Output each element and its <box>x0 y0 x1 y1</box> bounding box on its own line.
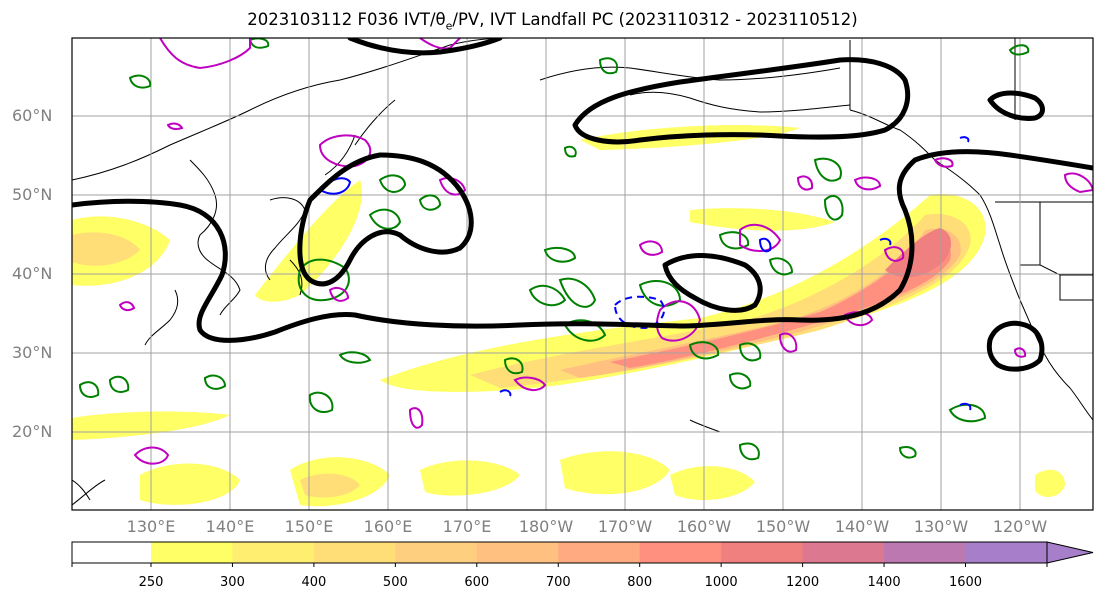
colorbar-segment <box>558 542 641 563</box>
gridlines <box>72 38 1093 510</box>
lon-label-170e: 170°E <box>442 517 492 536</box>
map-title: 2023103112 F036 IVT/θe/PV, IVT Landfall … <box>0 10 1105 32</box>
colorbar-segment <box>721 542 804 563</box>
title-theta-subscript: e <box>445 19 453 33</box>
colorbar-extend-arrow <box>1046 541 1094 564</box>
lat-label-40n: 40°N <box>12 264 53 283</box>
ivt-landfall-contour <box>72 38 1093 372</box>
coastlines <box>72 38 1093 506</box>
lon-label-140e: 140°E <box>205 517 255 536</box>
colorbar-segment-below <box>72 542 151 563</box>
map-frame <box>71 37 1094 511</box>
colorbar-label: 1200 <box>786 575 820 590</box>
colorbar-segment <box>884 542 967 563</box>
colorbar-segment <box>802 542 885 563</box>
ivt-colorbar <box>71 541 1094 567</box>
lat-label-50n: 50°N <box>12 185 53 204</box>
colorbar-segment <box>232 542 315 563</box>
lon-label-130e: 130°E <box>126 517 176 536</box>
colorbar-label: 600 <box>464 575 490 590</box>
colorbar-label: 400 <box>301 575 327 590</box>
colorbar-label: 250 <box>138 575 164 590</box>
colorbar-segment <box>476 542 559 563</box>
colorbar-label: 1600 <box>948 575 983 590</box>
colorbar-label: 800 <box>627 575 653 590</box>
colorbar-segment <box>395 542 478 563</box>
colorbar-segment <box>313 542 396 563</box>
colorbar-label: 700 <box>545 575 571 590</box>
map-content <box>72 38 1093 510</box>
colorbar-segment <box>965 542 1048 563</box>
lon-label-160w: 160°W <box>676 517 732 536</box>
lon-label-170w: 170°W <box>597 517 653 536</box>
colorbar-label: 500 <box>382 575 408 590</box>
lon-label-130w: 130°W <box>913 517 969 536</box>
colorbar-label: 1400 <box>867 575 901 590</box>
title-suffix: /PV, IVT Landfall PC (2023110312 - 20231… <box>452 10 858 29</box>
title-prefix: 2023103112 F036 IVT/ <box>247 10 436 29</box>
lon-label-140w: 140°W <box>834 517 890 536</box>
title-theta: θ <box>435 10 446 29</box>
colorbar-segment <box>151 542 234 563</box>
colorbar-segment <box>639 542 722 563</box>
lat-label-60n: 60°N <box>12 106 53 125</box>
lon-label-150w: 150°W <box>755 517 811 536</box>
lon-label-120w: 120°W <box>992 517 1048 536</box>
lon-label-180w: 180°W <box>518 517 574 536</box>
lon-label-150e: 150°E <box>284 517 334 536</box>
lat-label-20n: 20°N <box>12 422 53 441</box>
lon-label-160e: 160°E <box>363 517 413 536</box>
pv-contours-green <box>78 38 1030 461</box>
colorbar-label: 300 <box>220 575 245 590</box>
colorbar-label: 1000 <box>704 575 738 590</box>
lat-label-30n: 30°N <box>12 343 53 362</box>
